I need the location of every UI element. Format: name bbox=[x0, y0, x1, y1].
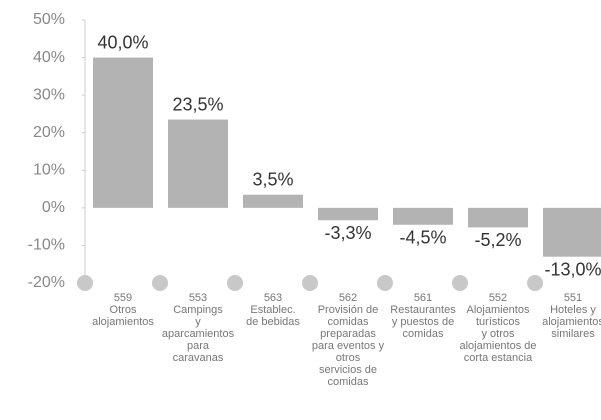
value-label: -4,5% bbox=[399, 228, 446, 248]
x-tick-label: aparcamientos bbox=[162, 328, 235, 340]
x-tick-label: alojamientos de bbox=[459, 340, 536, 352]
x-tick-label: y otros bbox=[481, 328, 515, 340]
x-tick-label: y puestos de bbox=[392, 316, 454, 328]
bar bbox=[168, 119, 228, 208]
x-tick-label: Alojamientos bbox=[467, 304, 530, 316]
x-tick-label: 563 bbox=[264, 292, 282, 304]
axis-dot bbox=[152, 275, 168, 291]
x-tick-label: 552 bbox=[489, 292, 507, 304]
x-tick-label: Establec. bbox=[250, 304, 295, 316]
x-tick-label: servicios de bbox=[319, 364, 377, 376]
value-label: 3,5% bbox=[252, 169, 293, 189]
x-tick-label: 551 bbox=[564, 292, 582, 304]
x-tick-label: comidas bbox=[328, 316, 369, 328]
x-tick-label: 562 bbox=[339, 292, 357, 304]
x-tick-label: para eventos y bbox=[312, 340, 385, 352]
bar bbox=[393, 207, 453, 225]
value-label: -5,2% bbox=[474, 230, 521, 250]
x-tick-label: caravanas bbox=[173, 352, 224, 364]
y-tick-label: -10% bbox=[28, 237, 65, 254]
y-tick-label: 20% bbox=[33, 124, 65, 141]
y-tick-label: 30% bbox=[33, 86, 65, 103]
x-tick-label: otros bbox=[336, 352, 361, 364]
value-label: 23,5% bbox=[172, 94, 223, 114]
bar bbox=[318, 207, 378, 221]
x-tick-label: y bbox=[195, 316, 201, 328]
y-tick-label: 40% bbox=[33, 49, 65, 66]
axis-dot bbox=[227, 275, 243, 291]
axis-dot bbox=[302, 275, 318, 291]
x-tick-label: alojamientos bbox=[542, 316, 601, 328]
x-tick-label: 561 bbox=[414, 292, 432, 304]
y-tick-label: 10% bbox=[33, 162, 65, 179]
x-tick-label: Hoteles y bbox=[550, 304, 596, 316]
bar bbox=[243, 194, 303, 208]
y-tick-label: 50% bbox=[33, 11, 65, 28]
x-tick-label: Otros bbox=[110, 304, 137, 316]
x-tick-label: turísticos bbox=[476, 316, 521, 328]
x-tick-label: comidas bbox=[328, 376, 369, 388]
y-tick-label: -20% bbox=[28, 274, 65, 291]
axis-dot bbox=[527, 275, 543, 291]
value-label: -13,0% bbox=[544, 259, 601, 279]
x-tick-label: corta estancia bbox=[464, 352, 533, 364]
x-tick-label: preparadas bbox=[320, 328, 376, 340]
axis-dot bbox=[452, 275, 468, 291]
value-label: -3,3% bbox=[324, 223, 371, 243]
x-tick-label: para bbox=[187, 340, 210, 352]
bar bbox=[468, 207, 528, 228]
bar bbox=[543, 207, 601, 257]
axis-dot bbox=[377, 275, 393, 291]
bar bbox=[93, 57, 153, 208]
x-tick-label: 559 bbox=[114, 292, 132, 304]
x-tick-label: Provisión de bbox=[318, 304, 379, 316]
x-tick-label: Campings bbox=[173, 304, 223, 316]
value-label: 40,0% bbox=[97, 32, 148, 52]
x-tick-label: comidas bbox=[403, 328, 444, 340]
x-tick-label: de bebidas bbox=[246, 316, 300, 328]
x-tick-label: similares bbox=[551, 328, 595, 340]
x-tick-label: alojamientos bbox=[92, 316, 154, 328]
x-tick-label: Restaurantes bbox=[390, 304, 456, 316]
y-tick-label: 0% bbox=[42, 199, 65, 216]
x-tick-label: 553 bbox=[189, 292, 207, 304]
axis-dot bbox=[77, 275, 93, 291]
